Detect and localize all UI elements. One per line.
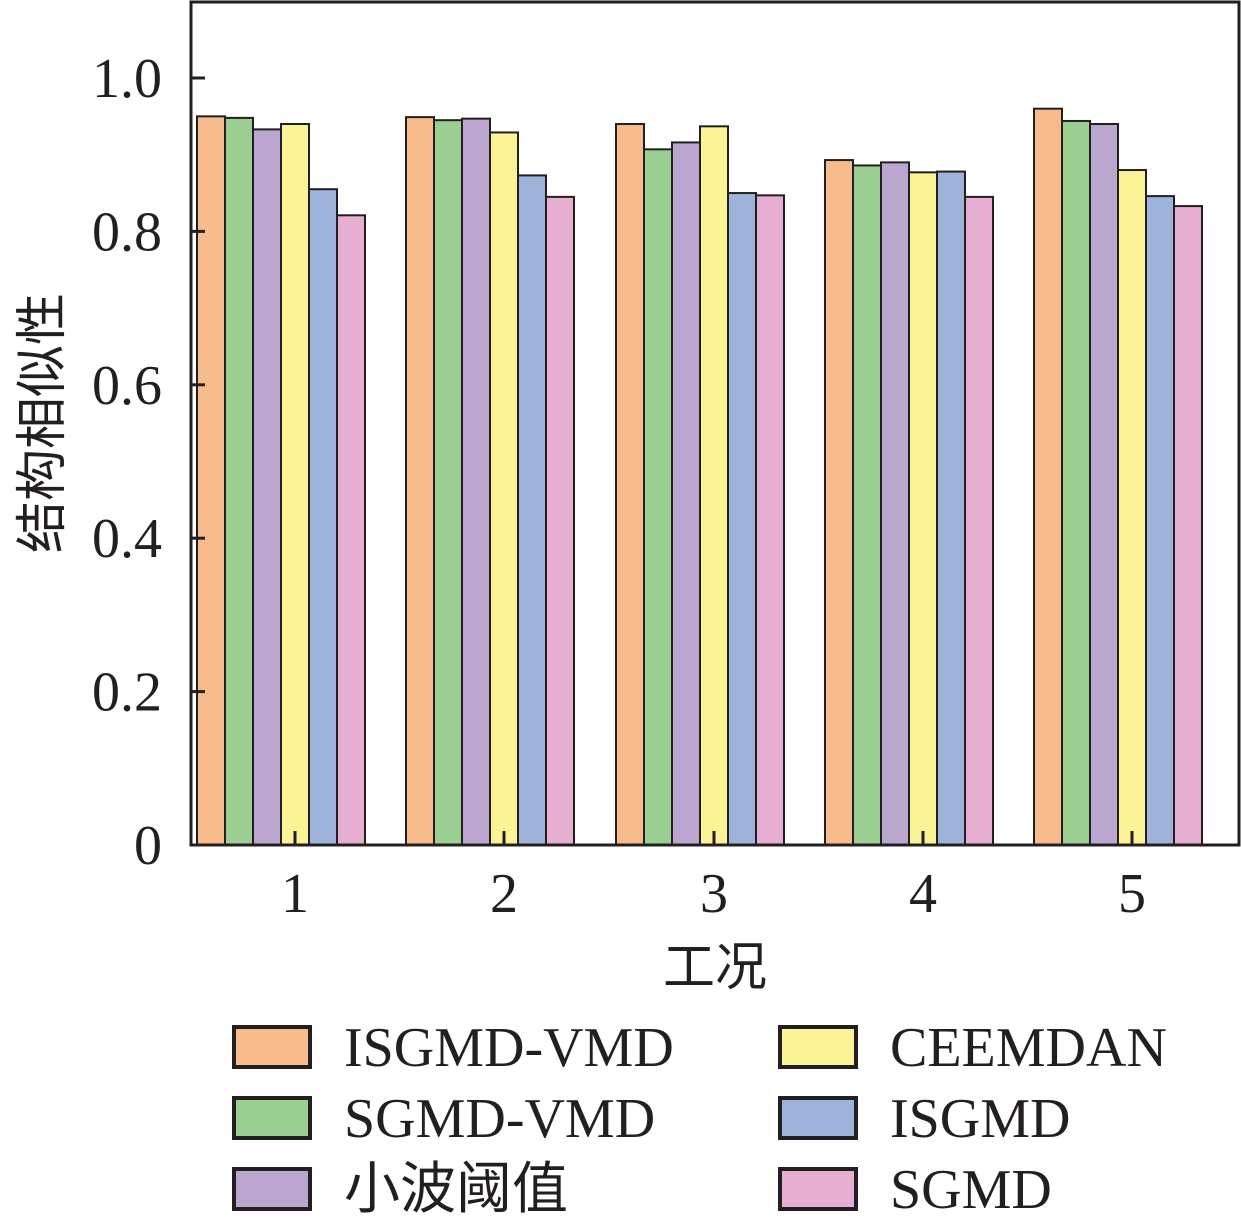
legend-label: 小波阈值 [344,1159,568,1221]
bar [1089,123,1119,846]
bar [545,195,575,846]
bars-group [196,107,1203,847]
x-axis: 1 2 3 4 5 [281,831,1146,925]
bar [1173,205,1203,847]
bar [308,188,338,846]
bar [1117,169,1147,847]
legend-swatch [232,1167,312,1211]
x-tick-label: 5 [1118,863,1146,925]
bar [280,123,310,846]
y-axis-title: 结构相似性 [13,293,73,553]
x-tick-label: 4 [909,863,937,925]
bar [1061,119,1091,846]
bar [936,170,966,847]
legend-label: CEEMDAN [890,1017,1167,1079]
x-axis-title: 工况 [663,938,767,998]
legend-item: SGMD [778,1159,1052,1221]
bar [852,164,882,847]
legend-swatch [778,1025,858,1069]
bar [224,116,254,847]
legend-swatch [778,1167,858,1211]
legend-swatch [232,1096,312,1140]
bar [615,123,645,846]
legend-label: SGMD [890,1159,1052,1221]
legend-item: SGMD-VMD [232,1088,655,1150]
y-tick-label: 0 [134,815,162,877]
bar [643,148,673,846]
y-tick-label: 0.4 [92,508,162,570]
y-tick-label: 0.6 [92,355,162,417]
bar [699,125,729,847]
legend-label: ISGMD-VMD [344,1017,674,1079]
legend-item: ISGMD-VMD [232,1017,674,1079]
bar [196,115,226,847]
bar [1033,107,1063,847]
x-tick-label: 2 [490,863,518,925]
bar [671,141,701,847]
bar [461,117,491,846]
bar [489,131,519,847]
legend: ISGMD-VMD SGMD-VMD 小波阈值 CEEMDAN ISGMD SGMD [232,1017,1167,1221]
bar [405,116,435,846]
bar [908,171,938,846]
y-tick-label: 0.8 [92,201,162,263]
bar [517,174,547,846]
legend-item: CEEMDAN [778,1017,1167,1079]
bar [336,214,366,846]
bar [880,161,910,846]
bar [964,195,994,846]
bar [1145,195,1175,847]
legend-label: ISGMD [890,1088,1070,1150]
legend-item: 小波阈值 [232,1159,568,1221]
bar [727,192,757,847]
bar [755,194,785,846]
y-axis: 0 0.2 0.4 0.6 0.8 1.0 [92,48,205,877]
legend-swatch [232,1025,312,1069]
bar [433,119,463,846]
x-tick-label: 3 [700,863,728,925]
legend-label: SGMD-VMD [344,1088,655,1150]
legend-item: ISGMD [778,1088,1070,1150]
x-tick-label: 1 [281,863,309,925]
legend-swatch [778,1096,858,1140]
y-tick-label: 1.0 [92,48,162,110]
bar [824,159,854,847]
bar [252,128,282,847]
y-tick-label: 0.2 [92,662,162,724]
